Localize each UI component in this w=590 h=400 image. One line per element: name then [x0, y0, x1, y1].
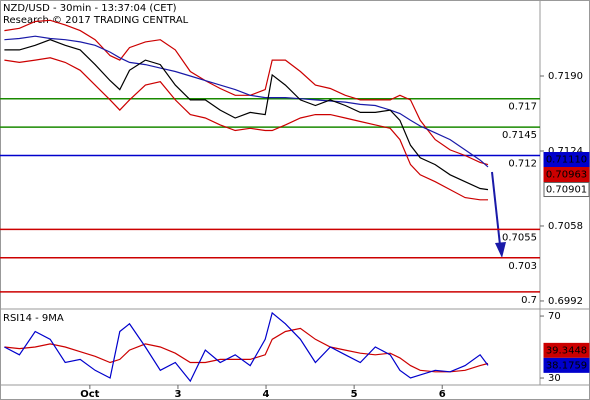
price-badge — [543, 342, 590, 358]
arrow-head — [495, 242, 506, 258]
y-tick-label: 0.7190 — [548, 71, 583, 82]
price-badge-label: 0.70963 — [546, 170, 587, 181]
level-label: 0.703 — [508, 261, 537, 272]
y-tick-label: 0.6992 — [548, 296, 583, 307]
x-tick-label: 3 — [174, 389, 181, 400]
chart-subtitle: Research © 2017 TRADING CENTRAL — [3, 15, 189, 26]
price-badge-label: 38.1759 — [546, 360, 587, 371]
price-badge — [543, 182, 590, 198]
series-line — [4, 19, 489, 166]
level-label: 0.7145 — [502, 130, 537, 141]
price-badge-label: 39.3448 — [546, 345, 587, 356]
level-label: 0.7 — [521, 295, 537, 306]
price-badge — [543, 167, 590, 183]
level-label: 0.717 — [508, 102, 537, 113]
series-line — [4, 311, 489, 383]
forecast-arrow — [491, 171, 506, 258]
series-line — [4, 39, 489, 191]
y-tick-label: 30 — [548, 373, 561, 384]
price-badge — [543, 357, 590, 373]
y-tick-label: 70 — [548, 311, 561, 322]
rsi-title: RSI14 - 9MA — [3, 313, 64, 324]
y-tick-label: 0.7058 — [548, 221, 583, 232]
x-tick-label: 4 — [263, 389, 270, 400]
series-line — [4, 35, 489, 168]
price-badge — [543, 152, 590, 168]
x-tick-label: 6 — [439, 389, 446, 400]
price-badge-label: 0.70901 — [546, 185, 587, 196]
chart-title: NZD/USD - 30min - 13:37:04 (CET) — [3, 3, 177, 14]
arrow-shaft — [491, 171, 501, 246]
series-line — [4, 327, 489, 373]
y-tick-label: 0.7124 — [548, 146, 583, 157]
level-label: 0.7055 — [502, 232, 537, 243]
x-tick-label: Oct — [80, 389, 99, 400]
price-badge-label: 0.71110 — [546, 155, 587, 166]
x-tick-label: 5 — [351, 389, 358, 400]
series-line — [4, 57, 488, 201]
level-label: 0.712 — [508, 159, 537, 170]
